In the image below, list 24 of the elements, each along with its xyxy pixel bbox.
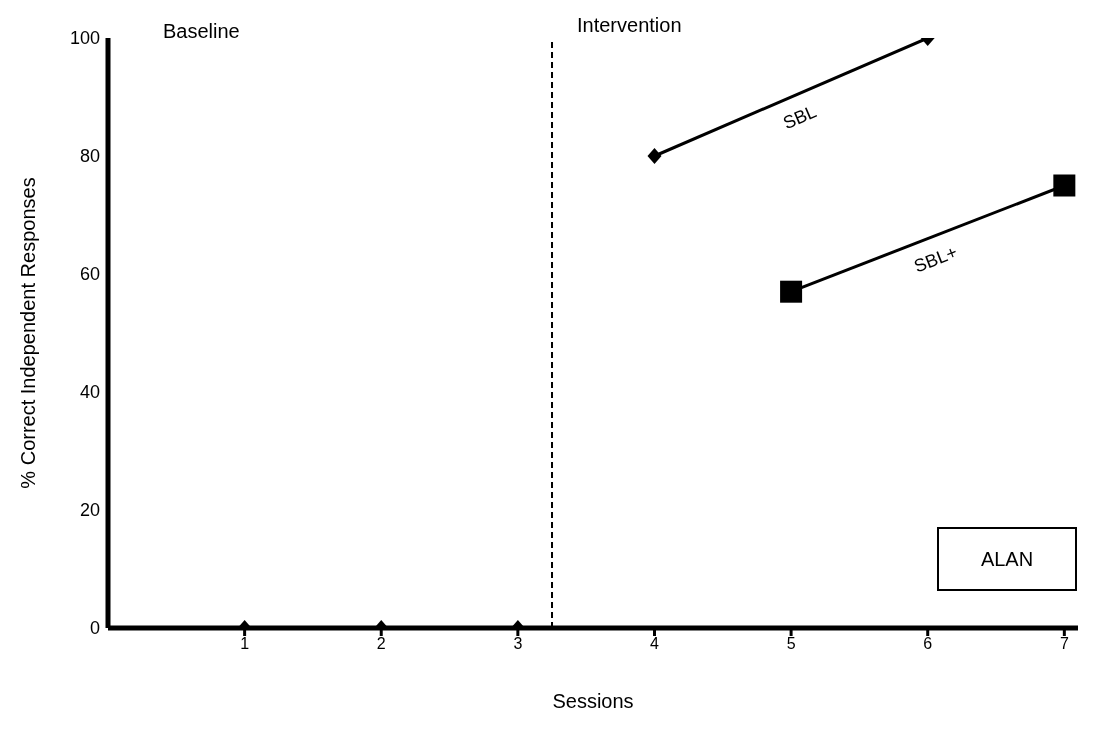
text: Intervention [577, 14, 682, 36]
annotation: ALAN [980, 548, 1034, 570]
y-tick-label: 100 [69, 28, 100, 49]
x-tick-label: 3 [513, 635, 523, 653]
point [647, 148, 662, 164]
x-tick-label: 4 [650, 635, 660, 653]
x-tick-label: 6 [923, 635, 933, 653]
point [1053, 174, 1076, 197]
text: SBL [780, 101, 820, 134]
text: SBL+ [911, 241, 961, 277]
y-tick-label: 60 [79, 264, 100, 285]
y-tick-label: 80 [79, 146, 100, 167]
x-tick-label: 1 [240, 635, 250, 653]
text-box: ALAN [937, 527, 1077, 591]
annotation: Baseline [163, 20, 240, 42]
x-tick-label: 2 [376, 635, 386, 653]
y-tick-label: 0 [89, 618, 100, 639]
x-tick-label: 5 [786, 635, 796, 653]
x-tick-label: 7 [1059, 635, 1069, 653]
point [780, 280, 803, 303]
y-axis-title: % Correct Independent Responses [17, 177, 40, 489]
y-tick-label: 20 [79, 500, 100, 521]
x-axis-title: Sessions [552, 690, 634, 712]
y-tick-label: 40 [79, 382, 100, 403]
